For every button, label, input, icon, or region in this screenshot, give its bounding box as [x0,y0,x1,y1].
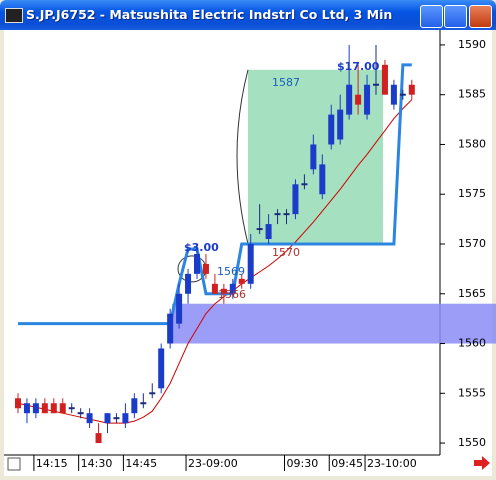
candle-body [390,84,397,105]
candle-body [319,164,326,195]
candle-body [185,273,192,294]
candle-body [15,398,21,409]
y-tick-label: 1550 [458,436,486,449]
candle-body [265,224,272,240]
candle-body [167,313,174,344]
candle-body [158,348,165,389]
annotation: $17.00 [337,60,380,73]
candle-body [247,243,254,284]
app-icon [5,8,23,23]
candle-body [194,253,200,274]
candle-body [292,184,299,215]
window-title: S.JP.J6752 - Matsushita Electric Indstrl… [26,7,393,22]
scroll-arrow[interactable] [474,456,490,470]
y-tick-label: 1565 [458,287,486,300]
scroll-box[interactable] [7,457,21,471]
candle-body [328,114,335,145]
close-button[interactable] [469,5,492,28]
candle-body [211,283,218,294]
annotation: $3.00 [184,241,219,254]
candle-body [122,413,129,424]
candle-body [220,288,227,294]
chart: 1550 1555 1560 1565 1570 1575 1580 1585 1590 14:1… [4,30,496,476]
y-tick-label: 1575 [458,187,486,200]
candle-body [346,84,353,115]
annotation: 1569 [217,265,245,278]
candle-body [104,413,111,424]
y-tick-label: 1580 [458,137,486,150]
candle-body [408,84,415,95]
x-tick-label: 14:45 [125,457,157,470]
x-tick-label: 14:15 [36,457,68,470]
candle-body [229,283,236,294]
candle-body [59,403,66,414]
y-tick-label: 1560 [458,337,486,350]
candle-body [355,94,362,105]
y-tick-label: 1570 [458,237,486,250]
candle-body [95,433,102,444]
x-tick-label: 09:45 [331,457,363,470]
candle-body [238,278,245,284]
x-tick-label: 23-10:00 [367,457,417,470]
x-tick-label: 09:30 [287,457,319,470]
x-tick-label: 14:30 [81,457,113,470]
annotation: 1587 [272,76,300,89]
candle-body [41,403,48,414]
candle-body [86,413,93,424]
title-bar: S.JP.J6752 - Matsushita Electric Indstrl… [0,0,496,30]
indicator-line [17,99,413,424]
annotation: 1570 [272,246,300,259]
minimize-button[interactable] [420,5,443,28]
zone-band [172,303,496,344]
x-tick-label: 23-09:00 [188,457,238,470]
annotation: 1566 [218,288,246,301]
candle-body [23,403,30,414]
y-tick-label: 1590 [458,38,486,51]
candle-body [202,263,209,274]
maximize-button[interactable] [444,5,467,28]
candle-body [364,84,371,115]
candle-body [381,64,388,95]
candle-body [131,398,138,414]
candle-body [310,144,317,170]
candle-body [50,403,57,414]
candle-body [176,293,183,324]
candle-body [337,109,344,140]
y-tick-label: 1585 [458,88,486,101]
y-tick-label: 1555 [458,386,486,399]
candle-body [32,403,39,414]
zone-arc [236,69,249,245]
